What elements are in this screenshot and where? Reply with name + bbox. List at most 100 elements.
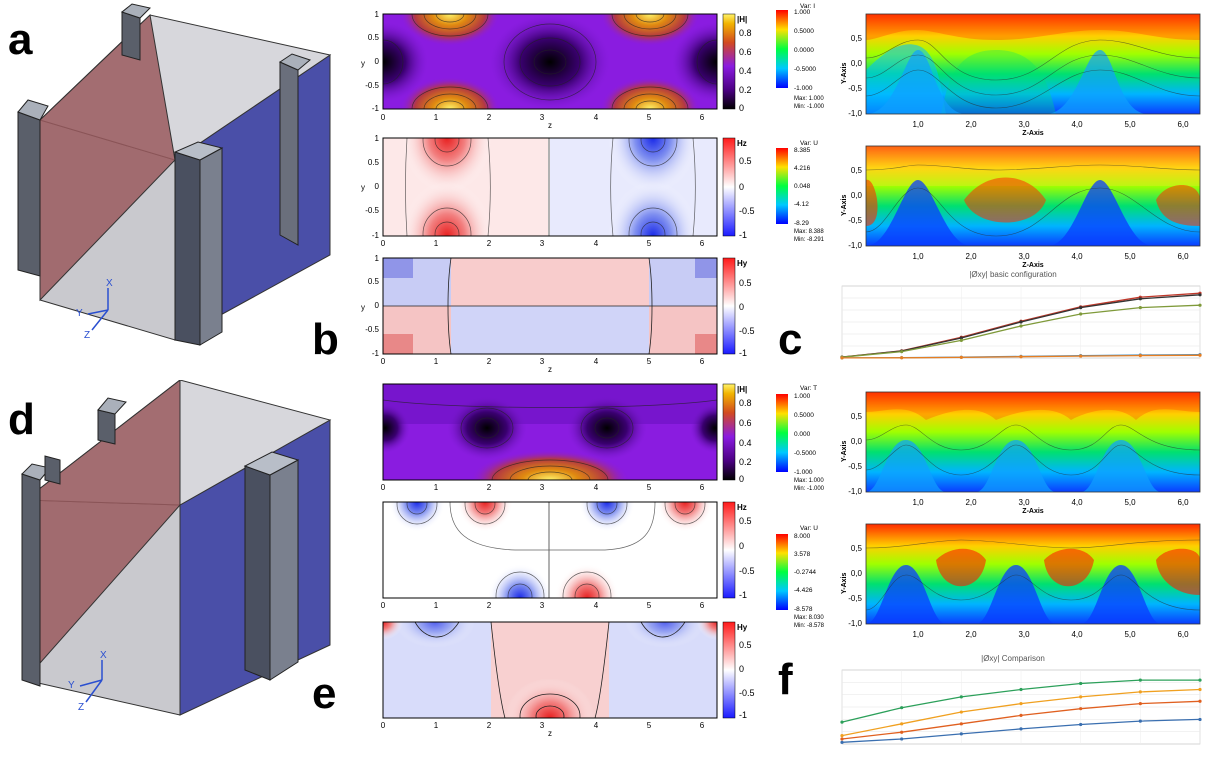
tick-label: z xyxy=(548,729,552,738)
tick-label: z xyxy=(548,365,552,374)
data-point xyxy=(1079,312,1083,316)
data-point xyxy=(840,733,844,738)
tick-label: Var: U xyxy=(800,140,818,147)
tick-label: 3,0 xyxy=(1018,498,1030,507)
data-point xyxy=(1138,690,1142,694)
tick-label: 3,0 xyxy=(1018,630,1030,639)
data-point xyxy=(959,710,963,714)
data-point xyxy=(1079,354,1083,358)
tick-label: -1,0 xyxy=(848,619,862,628)
tick-label: Min: -8.578 xyxy=(794,623,825,629)
tick-label: 2,0 xyxy=(965,498,977,507)
tick-label: Max: 1.000 xyxy=(794,96,824,102)
tick-label: 2 xyxy=(487,113,492,122)
tick-label: 6 xyxy=(700,721,705,730)
post-right xyxy=(244,465,271,681)
tick-label: -1 xyxy=(372,231,380,240)
tick-label: 3.578 xyxy=(794,551,811,558)
colorbar-H-bottom xyxy=(722,383,736,481)
tick-label: 1.000 xyxy=(794,393,811,400)
data-point xyxy=(840,356,844,360)
data-point xyxy=(1198,717,1202,722)
data-point xyxy=(1019,713,1023,718)
colorbar-Hy-bottom xyxy=(722,621,736,719)
chart-c-plot xyxy=(840,285,1202,360)
tick-label: 4 xyxy=(594,483,599,492)
tick-label: 0 xyxy=(381,483,386,492)
data-point xyxy=(900,350,904,354)
tick-label: -0,5 xyxy=(848,462,862,471)
axis-z-line xyxy=(85,679,103,703)
tick-label: 4 xyxy=(594,601,599,610)
tick-label: 5,0 xyxy=(1124,252,1136,261)
tick-label: 0,5 xyxy=(851,412,863,421)
tick-label: -1 xyxy=(372,349,380,358)
waveguide-model-a: X Y Z xyxy=(17,3,332,346)
data-point xyxy=(1138,702,1142,706)
tick-label: 0 xyxy=(381,721,386,730)
tick-label: -0,5 xyxy=(848,594,862,603)
tick-label: 4 xyxy=(594,721,599,730)
title-Hz-bottom: Hz xyxy=(737,503,747,512)
cb-tick: 0 xyxy=(739,103,744,113)
tick-label: Max: 8.388 xyxy=(794,229,824,235)
cb-tick: 0.8 xyxy=(739,398,752,408)
tick-label: 4,0 xyxy=(1071,252,1083,261)
data-point xyxy=(1019,727,1023,731)
post-back xyxy=(121,11,141,61)
tick-label: 1,0 xyxy=(912,630,924,639)
data-point xyxy=(1198,293,1202,297)
tick-label: -0.5 xyxy=(365,206,379,215)
tick-label: Y-Axis xyxy=(841,572,848,594)
tick-label: 1 xyxy=(375,134,380,143)
cb-tick: 0.5 xyxy=(739,640,752,650)
tick-label: Var: T xyxy=(800,385,817,392)
contour-x-label: Z-Axis xyxy=(1022,130,1044,137)
cb-tick: -1 xyxy=(739,230,747,240)
post-left xyxy=(21,473,41,687)
tick-label: -0,5 xyxy=(848,216,862,225)
data-point xyxy=(959,338,963,342)
tick-label: 3 xyxy=(540,357,545,366)
tick-label: 5 xyxy=(647,357,652,366)
contour-x-ticks: 1,0 2,0 3,0 4,0 5,0 6,0 1,0 2,0 3,0 4,0 5,0 6,… xyxy=(912,120,1189,639)
data-point xyxy=(1138,719,1142,723)
tick-label: y xyxy=(361,183,365,192)
post-right xyxy=(279,61,299,246)
tick-label: -0.5 xyxy=(365,81,379,90)
data-point xyxy=(900,356,904,360)
axis-y-glyph: Y xyxy=(68,680,75,691)
tick-label: 0 xyxy=(381,357,386,366)
axis-y-line xyxy=(87,309,109,315)
tick-label: 4 xyxy=(594,239,599,248)
tick-label: 0.000 xyxy=(794,431,811,438)
axis-y-glyph: Y xyxy=(76,308,83,319)
axis-x-glyph: X xyxy=(106,278,113,289)
data-point xyxy=(840,720,844,724)
cb-tick: -1 xyxy=(739,348,747,358)
tick-label: 3 xyxy=(540,721,545,730)
tick-label: 3 xyxy=(540,601,545,610)
tick-label: 0,0 xyxy=(851,569,863,578)
plot-H-abs-top xyxy=(382,13,718,110)
tick-label: 1,0 xyxy=(912,120,924,129)
tick-label: 5 xyxy=(647,239,652,248)
axis-x-glyph: X xyxy=(100,650,107,661)
tick-label: 1.000 xyxy=(794,9,811,16)
tick-label: 0,5 xyxy=(851,34,863,43)
x-axis-label: z xyxy=(548,121,552,130)
tick-label: 4,0 xyxy=(1071,120,1083,129)
tick-label: -1,0 xyxy=(848,241,862,250)
tick-label: 4.216 xyxy=(794,165,811,172)
post-back xyxy=(97,409,116,445)
data-point xyxy=(900,706,904,710)
data-point xyxy=(1019,687,1023,692)
title-Hy-bottom: Hy xyxy=(737,623,748,632)
data-point xyxy=(1019,320,1023,324)
tick-label: Var: U xyxy=(800,525,818,532)
post-front xyxy=(174,151,201,346)
tick-label: -0.5000 xyxy=(794,450,816,457)
plot-Hy-top xyxy=(382,257,718,355)
tick-label: Max: 8.030 xyxy=(794,615,824,621)
cb-tick: 0.5 xyxy=(739,156,752,166)
